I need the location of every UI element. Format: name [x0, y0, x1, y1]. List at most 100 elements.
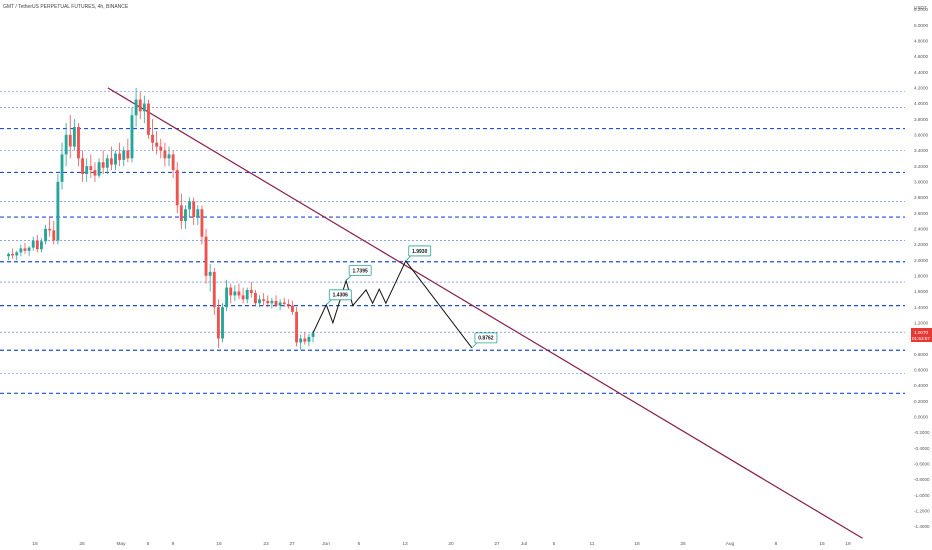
x-tick-label: 8 — [775, 541, 778, 547]
candle-body — [286, 304, 290, 306]
y-tick-label: 1.6000 — [914, 289, 928, 294]
candle-body — [118, 153, 122, 160]
candle-body — [175, 170, 179, 206]
candle-body — [85, 166, 89, 174]
y-tick-label: 3.0000 — [914, 179, 928, 184]
candle-body — [155, 142, 159, 147]
candle-body — [249, 289, 253, 294]
price-tag-background — [911, 328, 932, 342]
x-tick-label: Jul — [521, 541, 527, 547]
candle-body — [35, 240, 39, 250]
annotation-label: 1.7395 — [352, 268, 368, 274]
x-tick-label: 19 — [845, 541, 851, 547]
x-tick-label: 16 — [216, 541, 222, 547]
candle-body — [196, 209, 200, 218]
y-tick-label: 1.4000 — [914, 305, 928, 310]
candle-body — [15, 252, 19, 256]
x-tick-label: 25 — [680, 541, 686, 547]
x-tick-label: 20 — [448, 541, 454, 547]
candle-body — [7, 253, 10, 257]
candle-body — [274, 300, 278, 306]
projection-group — [312, 259, 473, 349]
projection-path — [312, 259, 473, 349]
candle-body — [237, 291, 241, 296]
y-tick-label: 2.2000 — [914, 242, 928, 247]
candles-group — [7, 87, 315, 351]
candle-body — [278, 302, 282, 306]
candle-body — [138, 99, 142, 112]
candle-body — [44, 228, 47, 242]
y-axis[interactable]: 5.2000 5.0000 4.8000 4.6000 4.4000 4.2000 4.00… — [914, 7, 930, 529]
y-tick-label: 3.2000 — [914, 164, 928, 169]
candle-body — [64, 134, 68, 155]
annotation-label: 1.9930 — [412, 249, 428, 255]
last-price: 1.0070 — [914, 330, 928, 335]
y-tick-label: 4.8000 — [914, 38, 928, 43]
candle-body — [171, 154, 175, 171]
y-tick-label: -0.8000 — [914, 477, 930, 482]
y-tick-label: -1.4000 — [914, 524, 930, 529]
x-axis[interactable]: 18 25 May 5 9 16 23 27 Jun 6 13 20 27 Jul 5 11 18 25 Aug 8 1… — [32, 541, 851, 547]
candle-body — [212, 271, 216, 308]
candle-body — [109, 158, 113, 165]
x-tick-label: 18 — [32, 541, 38, 547]
candle-body — [167, 154, 171, 159]
candle-body — [221, 307, 224, 339]
y-tick-label: 1.2000 — [914, 320, 928, 325]
y-tick-label: 3.6000 — [914, 132, 928, 137]
symbol-title: GMT / TetherUS PERPETUAL FUTURES, 4h, BI… — [3, 4, 129, 10]
candle-body — [134, 99, 138, 116]
y-tick-label: 4.2000 — [914, 85, 928, 90]
x-tick-label: Jun — [322, 541, 330, 547]
annotation-label: 0.8762 — [478, 336, 494, 342]
candle-body — [159, 146, 163, 151]
candle-body — [208, 271, 212, 276]
annotations-group: 1.4306 1.7395 1.9930 0.8762 — [325, 245, 498, 349]
y-tick-label: -1.0000 — [914, 493, 930, 498]
x-tick-label: 15 — [819, 541, 825, 547]
candle-body — [291, 305, 294, 312]
candle-body — [81, 158, 85, 174]
y-tick-label: 0.6000 — [914, 367, 928, 372]
annotation-box — [348, 265, 372, 276]
candle-body — [146, 103, 150, 135]
candle-body — [105, 158, 109, 168]
candle-body — [262, 299, 266, 301]
x-tick-label: 6 — [358, 541, 361, 547]
candle-body — [245, 289, 249, 300]
y-tick-label: 4.6000 — [914, 54, 928, 59]
x-tick-label: 18 — [634, 541, 640, 547]
annotation-pointer — [325, 299, 332, 306]
candle-body — [200, 209, 204, 237]
candle-body — [31, 240, 35, 248]
candle-body — [266, 300, 270, 304]
candle-body — [163, 150, 167, 159]
candle-body — [142, 103, 146, 112]
candle-body — [311, 333, 315, 337]
trendline-group — [107, 87, 863, 539]
candle-body — [295, 311, 299, 343]
y-tick-label: 2.4000 — [914, 226, 928, 231]
y-tick-label: -0.2000 — [914, 430, 930, 435]
candle-body — [204, 236, 208, 276]
x-tick-label: 5 — [147, 541, 150, 547]
candle-body — [225, 287, 229, 308]
y-tick-label: 0.8000 — [914, 352, 928, 357]
x-tick-label: 23 — [263, 541, 269, 547]
y-tick-label: 2.6000 — [914, 211, 928, 216]
candle-body — [188, 201, 192, 210]
y-tick-label: 4.0000 — [914, 101, 928, 106]
annotation-box — [408, 245, 432, 257]
annotation-label: 1.4306 — [333, 293, 349, 299]
y-tick-label: 0.2000 — [914, 399, 928, 404]
annotation-box — [328, 289, 352, 301]
annotation-box — [474, 332, 498, 344]
y-tick-label: 2.0000 — [914, 258, 928, 263]
candle-body — [122, 150, 126, 160]
y-tick-label: 3.8000 — [914, 117, 928, 122]
y-tick-label: 2.8000 — [914, 195, 928, 200]
y-tick-label: 0.4000 — [914, 383, 928, 388]
candle-body — [89, 166, 93, 171]
x-tick-label: 25 — [79, 541, 85, 547]
